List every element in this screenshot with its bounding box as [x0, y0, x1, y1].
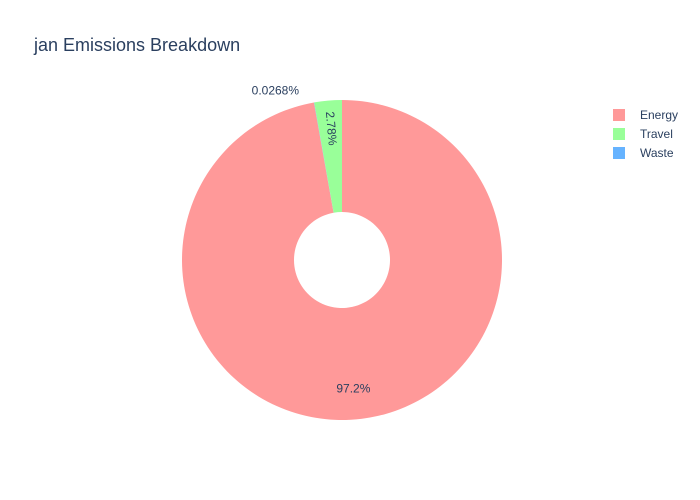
legend-swatch-travel	[613, 128, 625, 140]
slice-waste[interactable]	[313, 102, 334, 213]
legend-swatch-waste	[613, 147, 625, 159]
legend-item-travel[interactable]: Travel	[613, 127, 673, 141]
percent-label-travel: 2.78%	[323, 111, 340, 146]
slice-travel[interactable]	[314, 100, 342, 213]
legend-label-waste: Waste	[640, 146, 674, 160]
legend-label-energy: Energy	[640, 108, 678, 122]
legend-item-energy[interactable]: Energy	[613, 108, 678, 122]
chart-title: jan Emissions Breakdown	[33, 35, 240, 55]
slice-energy[interactable]	[182, 100, 503, 420]
percent-labels-group: 97.2% 0.0268% 2.78%	[252, 84, 371, 396]
legend[interactable]: Energy Travel Waste	[613, 108, 678, 160]
percent-label-energy: 97.2%	[336, 381, 370, 395]
legend-item-waste[interactable]: Waste	[613, 146, 674, 160]
legend-label-travel: Travel	[640, 127, 673, 141]
slices-group	[182, 100, 503, 420]
legend-swatch-energy	[613, 109, 625, 121]
percent-label-waste: 0.0268%	[252, 84, 300, 98]
